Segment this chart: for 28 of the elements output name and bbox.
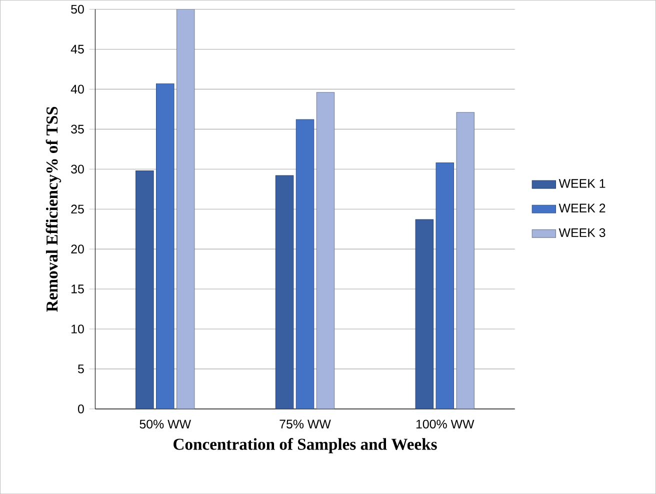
x-axis-title: Concentration of Samples and Weeks [174,438,437,454]
bar [436,162,454,409]
bar [296,119,314,409]
legend-label: WEEK 3 [558,228,606,237]
bar [415,219,434,409]
x-tick-label: 100% WW [416,420,474,428]
bar [316,92,335,409]
y-tick-label: 5 [78,364,84,374]
y-tick-label: 50 [71,4,84,14]
bar [176,9,195,409]
y-axis-title: Removal Efficiency% of TSS [46,106,62,312]
y-tick-label: 45 [70,44,84,54]
legend-label: WEEK 2 [558,204,606,212]
bar [275,175,294,409]
y-tick-label: 20 [71,244,84,254]
x-tick-label: 75% WW [280,420,331,428]
y-tick-label: 10 [72,324,84,334]
y-tick-label: 40 [70,84,84,94]
y-tick-label: 0 [78,404,84,414]
y-tick-label: 25 [71,204,84,214]
bar [156,83,174,409]
y-tick-label: 35 [71,124,84,134]
legend-label: WEEK 1 [558,179,606,188]
y-tick-label: 30 [71,164,84,174]
bar [456,112,474,409]
x-tick-label: 50% WW [140,420,192,428]
bar [136,170,154,409]
y-tick-label: 15 [72,284,84,294]
